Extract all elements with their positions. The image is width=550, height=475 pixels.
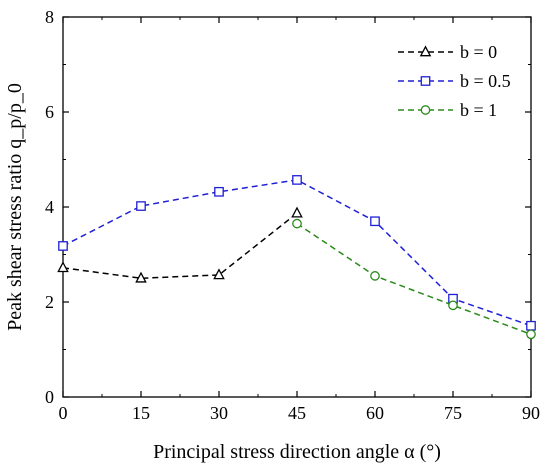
legend-label: b = 0 [460, 42, 497, 62]
legend-item: b = 1 [398, 100, 497, 120]
x-tick-label: 75 [444, 403, 462, 423]
x-tick-label: 30 [210, 403, 228, 423]
legend-label: b = 1 [460, 100, 497, 120]
y-tick-label: 0 [45, 387, 54, 407]
data-point [370, 216, 380, 227]
data-point [291, 206, 303, 218]
legend: b = 0 b = 0.5 b = 1 [398, 42, 511, 120]
legend-item: b = 0.5 [398, 71, 511, 91]
y-tick-label: 2 [45, 292, 54, 312]
x-tick-label: 90 [522, 403, 540, 423]
data-point [58, 241, 68, 251]
y-tick-label: 8 [45, 7, 54, 27]
series-line [62, 212, 298, 280]
data-point [57, 261, 69, 273]
y-tick-label: 4 [45, 197, 54, 217]
series-group [57, 175, 536, 340]
data-point [448, 300, 458, 311]
data-point [370, 271, 380, 281]
data-point [136, 201, 146, 211]
legend-item: b = 0 [398, 42, 497, 62]
legend-marker [420, 76, 431, 86]
x-axis-title: Principal stress direction angle α (°) [153, 441, 441, 463]
data-point [213, 268, 225, 280]
series-line [296, 223, 532, 336]
data-point [526, 329, 536, 340]
legend-marker [419, 45, 432, 57]
series-2 [292, 218, 536, 340]
series-1 [58, 175, 536, 331]
data-point [292, 175, 302, 185]
data-point [526, 320, 536, 331]
ticks: 0 15 30 45 60 75 90 0 2 4 6 8 [45, 7, 540, 423]
x-tick-label: 45 [288, 403, 306, 423]
y-axis-title: Peak shear stress ratio q_p/p_0 [4, 83, 26, 331]
x-tick-label: 60 [366, 403, 384, 423]
series-line [62, 179, 532, 327]
y-tick-label: 6 [45, 102, 54, 122]
legend-label: b = 0.5 [460, 71, 511, 91]
series-0 [57, 206, 303, 283]
x-tick-label: 15 [132, 403, 150, 423]
legend-marker [420, 105, 431, 115]
data-point [292, 218, 302, 229]
x-tick-label: 0 [59, 403, 68, 423]
data-point [135, 271, 147, 283]
data-point [214, 186, 224, 197]
